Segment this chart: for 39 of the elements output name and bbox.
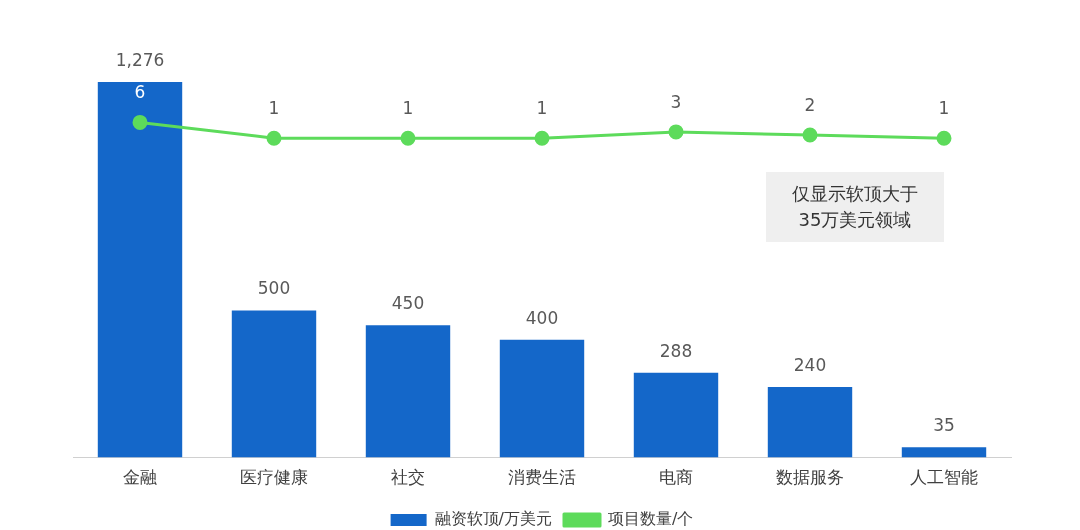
annotation: 仅显示软顶大于 35万美元领域: [792, 183, 918, 230]
x-tick-label: 数据服务: [776, 467, 844, 488]
data-label: 240: [793, 354, 827, 375]
data-label: 35: [933, 415, 955, 436]
bar: [767, 386, 853, 458]
point: [668, 124, 684, 140]
data-label: 3: [670, 91, 682, 112]
data-label: 288: [659, 340, 693, 361]
bar: [231, 310, 317, 458]
point: [802, 127, 818, 143]
point: [132, 114, 148, 130]
data-label: 500: [257, 278, 291, 299]
x-tick-label: 金融: [123, 467, 157, 488]
point: [400, 130, 416, 146]
x-tick-label: 电商: [659, 467, 693, 488]
bar: [365, 325, 451, 458]
x-tick-label: 社交: [391, 467, 425, 488]
data-label: 400: [525, 307, 559, 328]
data-label: 1: [402, 98, 414, 119]
data-label: 2: [804, 94, 816, 115]
data-label: 1,276: [115, 49, 165, 70]
x-tick-label: 医疗健康: [240, 467, 308, 488]
bar: [901, 447, 987, 458]
point: [936, 130, 952, 146]
legend-label: 融资软顶/万美元: [434, 509, 552, 529]
bar: [633, 372, 719, 458]
data-label: 1: [268, 98, 280, 119]
data-label: 6: [134, 82, 146, 103]
data-label: 1: [938, 98, 950, 119]
point: [534, 130, 550, 146]
point: [266, 130, 282, 146]
x-tick-label: 消费生活: [508, 467, 576, 488]
note-box: 仅显示软顶大于 35万美元领域: [766, 172, 944, 242]
data-label: 450: [391, 293, 425, 314]
x-tick-label: 人工智能: [910, 467, 978, 488]
bar: [499, 339, 585, 458]
bar: [97, 82, 183, 458]
data-label: 1: [536, 98, 548, 119]
legend-label: 项目数量/个: [608, 509, 694, 529]
